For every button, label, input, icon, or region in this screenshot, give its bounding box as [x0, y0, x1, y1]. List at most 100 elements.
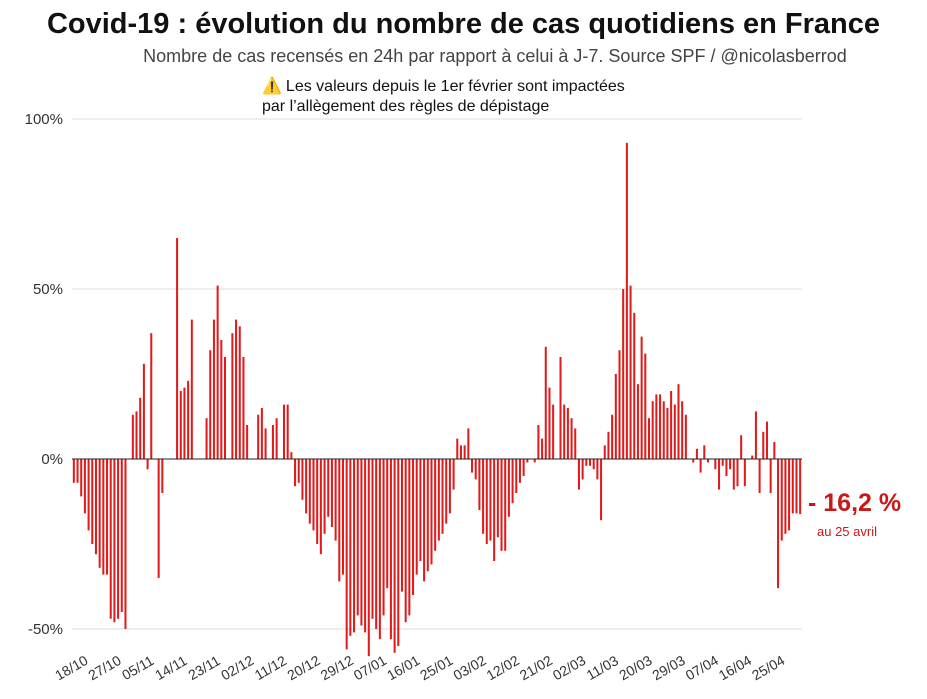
bar-18	[139, 397, 142, 459]
bar-157	[651, 401, 654, 459]
bar-90	[404, 459, 407, 623]
x-tick-label-0: 18/10	[52, 652, 91, 683]
bar-20	[146, 459, 149, 470]
bar-95	[423, 459, 426, 582]
bar-156	[647, 418, 651, 459]
x-tick-label-2: 05/11	[119, 652, 157, 683]
bar-86	[389, 459, 392, 640]
bar-17	[135, 411, 138, 459]
bar-101	[445, 459, 448, 524]
bar-0	[72, 459, 75, 483]
bar-52	[264, 428, 267, 459]
bar-154	[640, 336, 643, 459]
bar-179	[732, 459, 735, 490]
bar-120	[515, 459, 518, 493]
x-tick-label-19: 07/04	[683, 652, 722, 683]
bar-139	[585, 459, 588, 466]
bar-128	[544, 346, 547, 459]
bar-63	[305, 459, 308, 514]
bar-105	[459, 445, 462, 459]
bar-148	[618, 350, 621, 459]
bar-118	[507, 459, 510, 517]
bar-160	[662, 401, 665, 459]
x-tick-label-9: 07/01	[351, 652, 390, 683]
bar-164	[677, 384, 680, 459]
bar-174	[714, 459, 717, 470]
bar-132	[559, 357, 562, 459]
bar-89	[400, 459, 403, 592]
bar-195	[791, 459, 794, 514]
bar-3	[83, 459, 86, 514]
bar-106	[463, 445, 466, 459]
bar-39	[216, 285, 219, 459]
bar-13	[120, 459, 123, 612]
bar-100	[441, 459, 444, 534]
bar-172	[706, 459, 709, 463]
bar-103	[452, 459, 455, 490]
bar-11	[113, 459, 116, 623]
chart-subtitle: Nombre de cas recensés en 24h par rappor…	[143, 46, 847, 66]
bar-152	[633, 312, 636, 459]
bar-71	[334, 459, 337, 541]
bar-161	[666, 408, 669, 459]
bar-193	[784, 459, 787, 534]
bar-115	[496, 459, 499, 538]
bar-186	[758, 459, 761, 493]
bar-66	[316, 459, 319, 544]
bar-138	[581, 459, 584, 480]
bar-28	[176, 238, 179, 459]
bar-192	[780, 459, 783, 541]
bar-31	[187, 380, 190, 459]
bar-114	[493, 459, 496, 561]
bar-108	[471, 459, 474, 473]
bar-55	[275, 418, 278, 459]
bar-187	[762, 431, 765, 459]
bar-36	[205, 418, 208, 459]
bar-116	[500, 459, 503, 551]
x-tick-label-14: 21/02	[517, 652, 556, 683]
bar-10	[109, 459, 112, 619]
bar-64	[308, 459, 311, 524]
bar-37	[209, 350, 212, 459]
bar-65	[312, 459, 315, 531]
bar-165	[681, 401, 684, 459]
bar-23	[157, 459, 160, 578]
x-tick-label-21: 25/04	[749, 652, 788, 683]
bar-7	[98, 459, 101, 568]
bar-144	[603, 445, 606, 459]
x-tick-label-16: 11/03	[584, 652, 622, 683]
x-tick-label-11: 25/01	[417, 652, 456, 683]
last-date-annotation: au 25 avril	[817, 524, 877, 539]
x-tick-label-12: 03/02	[450, 652, 489, 683]
x-tick-label-13: 12/02	[484, 652, 523, 683]
bar-30	[183, 387, 186, 459]
bar-76	[353, 459, 356, 633]
bar-196	[795, 459, 798, 514]
bar-78	[360, 459, 363, 626]
bar-84	[382, 459, 385, 616]
bar-69	[327, 459, 330, 517]
bar-91	[408, 459, 411, 616]
bar-1	[76, 459, 79, 483]
x-tick-label-6: 11/12	[252, 652, 290, 683]
bar-87	[393, 459, 396, 653]
bar-129	[548, 387, 551, 459]
bar-188	[765, 421, 768, 459]
bar-137	[577, 459, 580, 490]
bar-175	[718, 459, 721, 490]
bar-75	[349, 459, 352, 636]
bar-73	[341, 459, 344, 575]
x-tick-label-20: 16/04	[716, 652, 755, 683]
bar-77	[356, 459, 359, 616]
bar-2	[80, 459, 83, 497]
bar-9	[106, 459, 109, 575]
bar-125	[533, 459, 536, 463]
x-tick-label-15: 02/03	[550, 652, 589, 683]
bar-197	[799, 459, 802, 515]
bar-88	[397, 459, 400, 646]
bar-83	[378, 459, 381, 640]
bar-107	[467, 428, 470, 459]
bar-16	[131, 414, 134, 459]
x-tick-label-3: 14/11	[152, 652, 190, 683]
bar-189	[769, 459, 772, 493]
